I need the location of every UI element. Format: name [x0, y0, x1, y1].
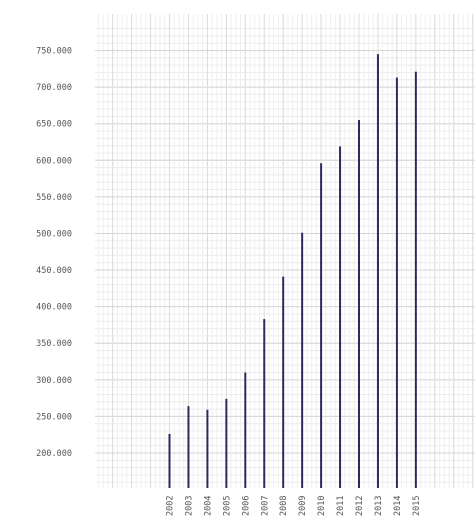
- x-tick-label: 2013: [374, 496, 384, 516]
- y-tick-label: 600.000: [36, 156, 72, 166]
- bar-2015: [414, 71, 417, 488]
- bar-2005: [225, 398, 228, 488]
- y-axis-tick-labels: 200.000 250.000 300.000 350.000 400.000 450.0…: [36, 47, 72, 459]
- y-tick-label: 550.000: [36, 193, 72, 203]
- y-tick-label: 700.000: [36, 83, 72, 93]
- x-tick-label: 2002: [166, 496, 176, 516]
- y-tick-label: 350.000: [36, 339, 72, 349]
- bar-2011: [339, 146, 342, 488]
- x-tick-label: 2010: [317, 496, 327, 516]
- major-gridlines: [95, 14, 475, 488]
- y-tick-label: 400.000: [36, 303, 72, 313]
- bar-2006: [244, 372, 247, 488]
- x-axis-tick-labels: 2002 2003 2004 2005 2006 2007 2008 2009 2010 2011…: [166, 496, 422, 516]
- y-tick-label: 200.000: [36, 449, 72, 459]
- bar-2004: [206, 409, 209, 488]
- bar-2009: [301, 232, 304, 488]
- x-tick-label: 2004: [203, 496, 213, 516]
- x-tick-label: 2011: [336, 496, 346, 516]
- y-tick-label: 450.000: [36, 266, 72, 276]
- x-tick-label: 2009: [298, 496, 308, 516]
- bar-2012: [358, 120, 360, 488]
- y-tick-label: 250.000: [36, 412, 72, 422]
- x-tick-label: 2012: [355, 496, 365, 516]
- y-tick-label: 650.000: [36, 120, 72, 130]
- bar-2014: [395, 77, 398, 488]
- x-tick-label: 2008: [279, 496, 289, 516]
- bar-2010: [320, 163, 323, 488]
- y-tick-label: 500.000: [36, 229, 72, 239]
- bar-2003: [187, 406, 190, 488]
- y-tick-label: 300.000: [36, 376, 72, 386]
- bar-2008: [282, 276, 285, 488]
- x-tick-label: 2005: [222, 496, 232, 516]
- bar-2002: [168, 433, 171, 488]
- bar-2007: [263, 319, 266, 488]
- bars: [168, 54, 417, 488]
- x-tick-label: 2003: [184, 496, 194, 516]
- x-tick-label: 2014: [393, 496, 403, 516]
- y-tick-label: 750.000: [36, 47, 72, 57]
- x-tick-label: 2015: [412, 496, 422, 516]
- bar-2013: [376, 54, 379, 488]
- x-tick-label: 2006: [241, 496, 251, 516]
- x-tick-label: 2007: [260, 496, 270, 516]
